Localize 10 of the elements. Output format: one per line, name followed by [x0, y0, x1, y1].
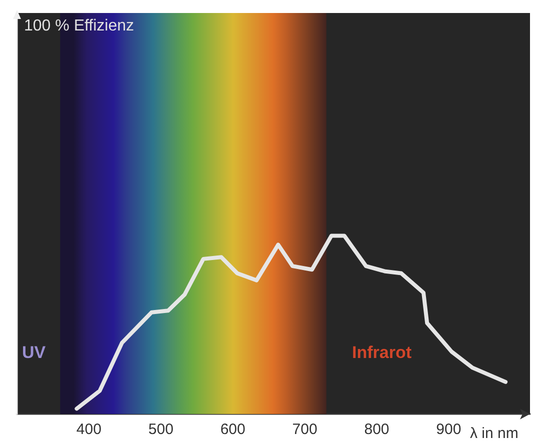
annotation: Infrarot [352, 343, 412, 362]
x-tick-label: 900 [436, 421, 462, 438]
x-tick-label: 400 [76, 421, 102, 438]
x-tick-label: 600 [220, 421, 246, 438]
x-axis-title: λ in nm [470, 425, 518, 442]
annotation: UV [22, 343, 46, 362]
x-tick-label: 700 [292, 421, 318, 438]
text: 100 % Effizienz [24, 18, 134, 34]
x-tick-label: 800 [364, 421, 390, 438]
x-tick-label: 500 [148, 421, 174, 438]
